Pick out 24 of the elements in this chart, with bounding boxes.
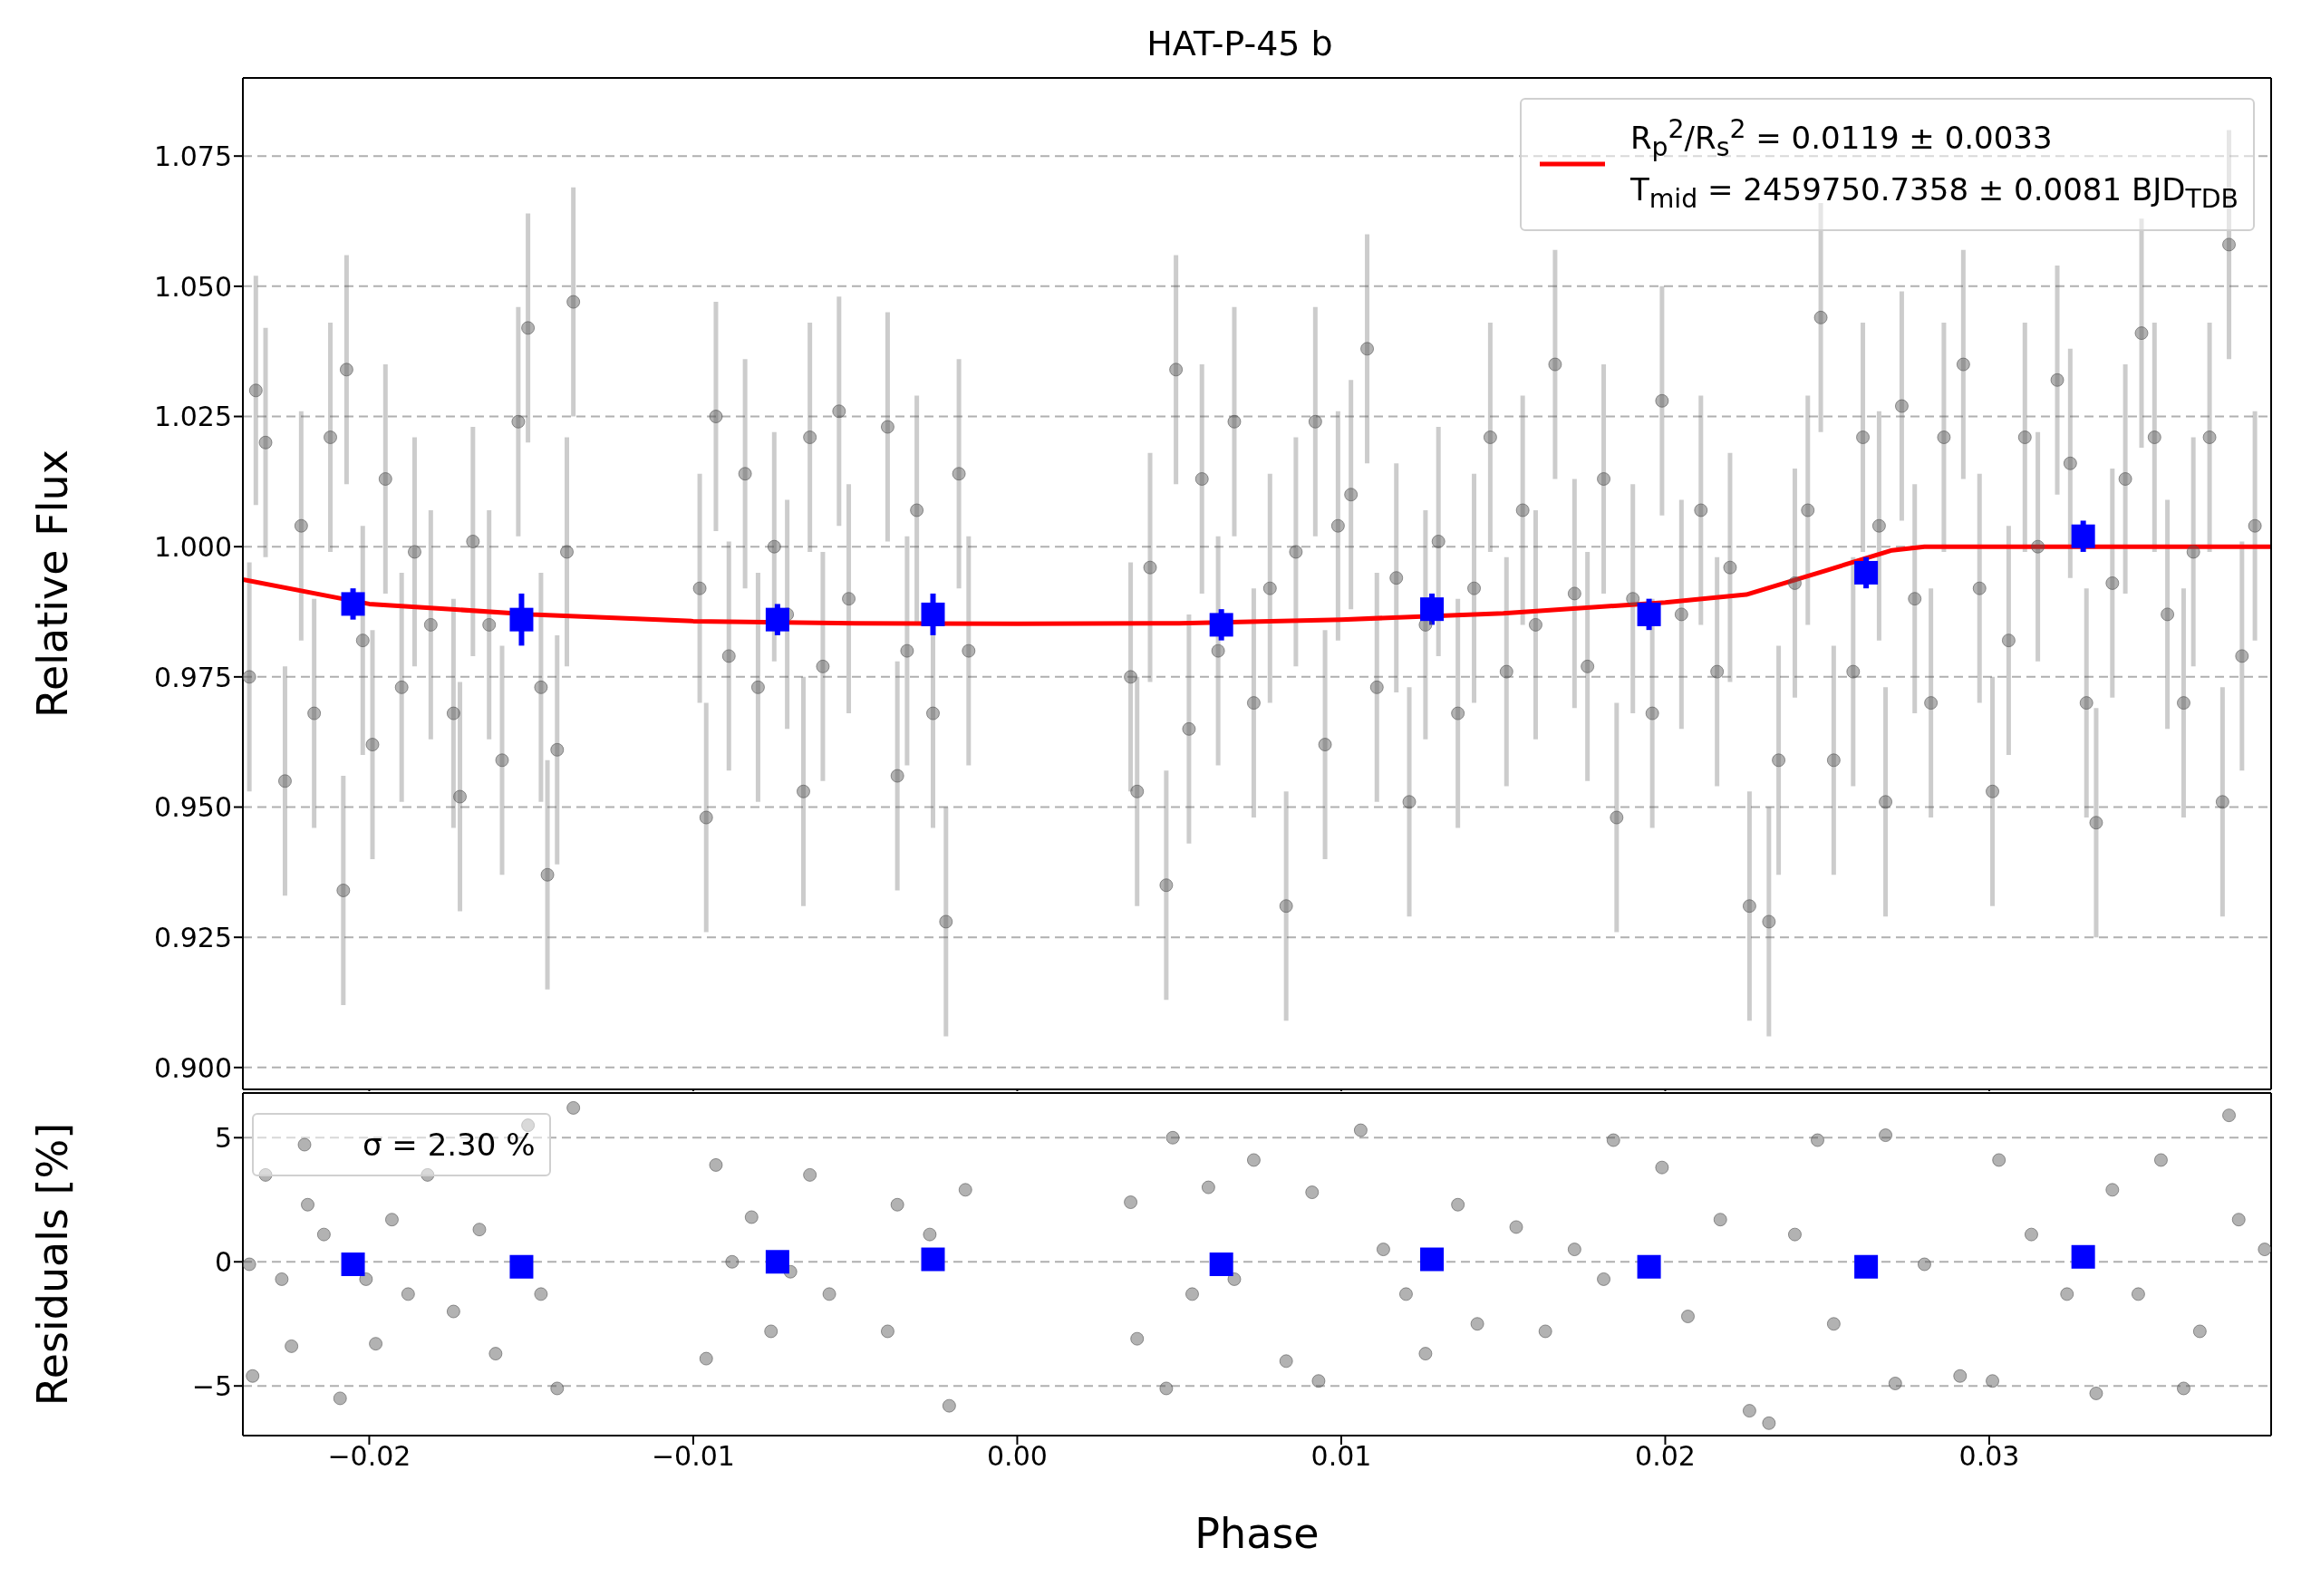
- x-axis-title: Phase: [1194, 1509, 1320, 1558]
- x-tick-label: −0.02: [327, 1440, 411, 1473]
- y-tick-label: 1.075: [154, 140, 232, 172]
- y-tick-label: 0: [214, 1245, 232, 1278]
- x-tick-label: 0.03: [1958, 1440, 2020, 1473]
- y-tick-label: −5: [191, 1369, 232, 1402]
- y-tick-label: 0.950: [154, 791, 232, 824]
- y-tick-label: 0.925: [154, 921, 232, 953]
- y-tick-label: 0.975: [154, 661, 232, 693]
- y-tick-label: 1.000: [154, 530, 232, 563]
- y-tick-label: 5: [214, 1121, 232, 1154]
- legend-frame: σ = 2.30 %: [252, 1113, 552, 1176]
- legend-frame: R$_{p}$$^{2}$/R$_{s}$$^{2}$ = 0.0119 ± 0.0033 T$_{mid}$ = 2459750.7358 ± 0.0081 BJD$_{TDB}$: [1519, 98, 2255, 231]
- x-tick-label: 0.00: [987, 1440, 1048, 1473]
- x-tick-label: 0.01: [1310, 1440, 1372, 1473]
- y-tick-label: 1.025: [154, 401, 232, 433]
- x-tick-label: 0.02: [1635, 1440, 1696, 1473]
- y-axis-title: Residuals [%]: [28, 1122, 78, 1407]
- y-axis-title: Relative Flux: [28, 450, 78, 718]
- y-tick-label: 1.050: [154, 270, 232, 303]
- legend-label: σ = 2.30 %: [363, 1126, 536, 1165]
- y-tick-label: 0.900: [154, 1051, 232, 1084]
- chart-title: HAT-P-45 b: [1146, 23, 1334, 65]
- x-tick-label: −0.01: [651, 1440, 735, 1473]
